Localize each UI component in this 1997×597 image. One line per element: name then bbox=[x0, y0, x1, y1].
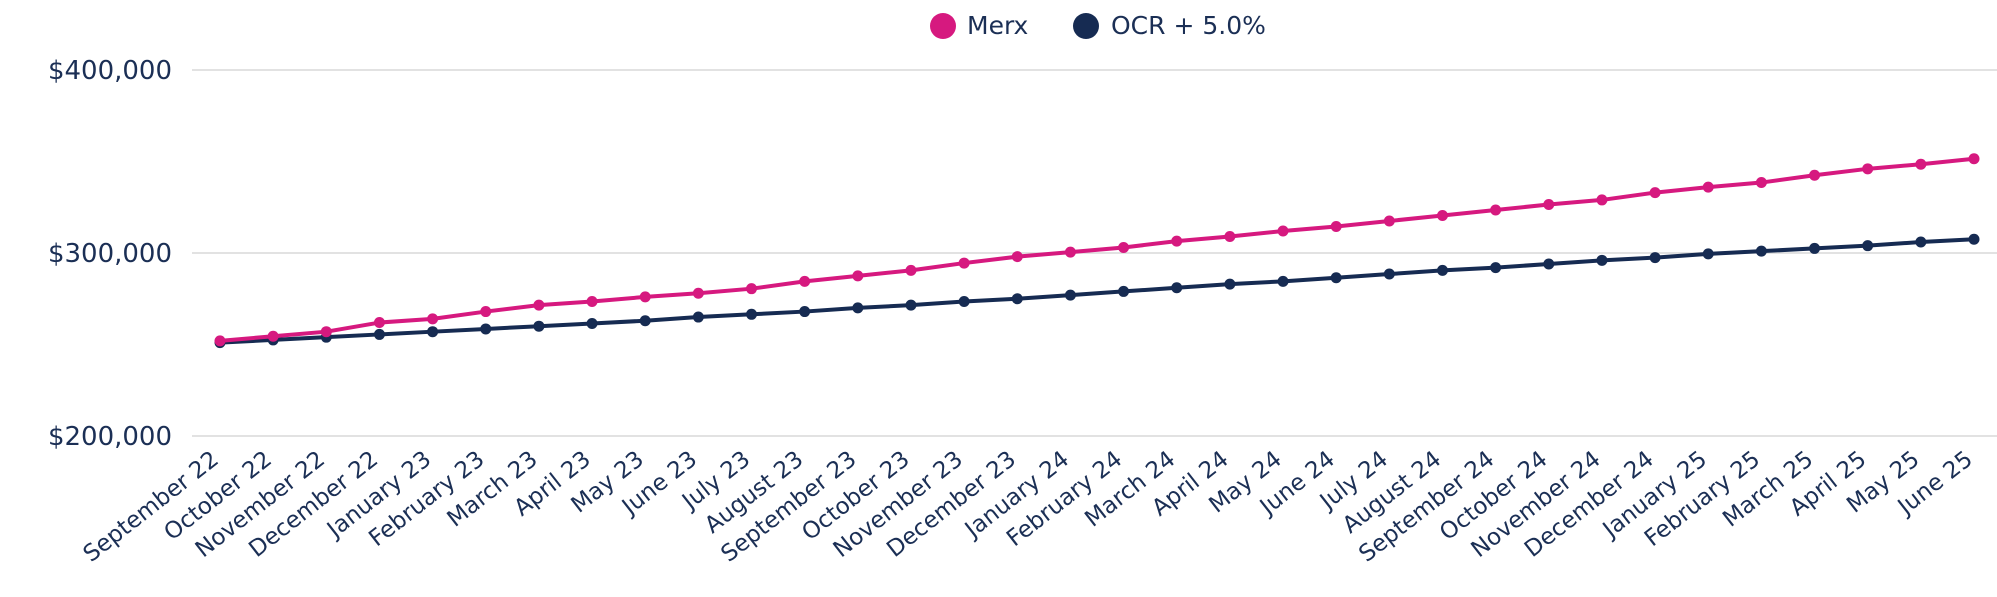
data-point bbox=[905, 299, 917, 311]
data-point bbox=[1649, 252, 1661, 264]
data-point bbox=[1383, 215, 1395, 227]
legend: Merx OCR + 5.0% bbox=[930, 11, 1266, 40]
data-point bbox=[320, 326, 332, 338]
data-point bbox=[746, 283, 758, 295]
data-point bbox=[586, 317, 598, 329]
data-point bbox=[1171, 282, 1183, 294]
data-point bbox=[373, 328, 385, 340]
data-point bbox=[1277, 275, 1289, 287]
data-point bbox=[958, 257, 970, 269]
y-axis: $200,000 $300,000 $400,000 bbox=[48, 56, 172, 452]
data-point bbox=[373, 317, 385, 329]
data-point bbox=[639, 291, 651, 303]
legend-marker bbox=[1073, 13, 1099, 39]
data-point bbox=[1330, 220, 1342, 232]
data-point bbox=[852, 270, 864, 282]
data-point bbox=[1862, 163, 1874, 175]
data-point bbox=[586, 295, 598, 307]
data-point bbox=[1436, 264, 1448, 276]
data-point bbox=[692, 311, 704, 323]
data-point bbox=[852, 302, 864, 314]
series-line bbox=[219, 156, 1975, 343]
data-point bbox=[1011, 293, 1023, 305]
data-point bbox=[1543, 199, 1555, 211]
data-point bbox=[1809, 242, 1821, 254]
data-point bbox=[1968, 153, 1980, 165]
data-point bbox=[1809, 169, 1821, 181]
series-line bbox=[219, 237, 1975, 345]
data-point bbox=[1490, 262, 1502, 274]
data-point bbox=[1702, 248, 1714, 260]
data-point bbox=[267, 330, 279, 342]
data-point bbox=[1490, 204, 1502, 216]
data-point bbox=[746, 308, 758, 320]
data-point bbox=[533, 299, 545, 311]
y-tick-label: $400,000 bbox=[48, 56, 172, 86]
data-point bbox=[214, 335, 226, 347]
data-point bbox=[1118, 242, 1130, 254]
data-point bbox=[799, 275, 811, 287]
data-point bbox=[1702, 181, 1714, 193]
data-point bbox=[1649, 187, 1661, 199]
data-point bbox=[1118, 285, 1130, 297]
data-point bbox=[1011, 251, 1023, 263]
data-point bbox=[1543, 258, 1555, 270]
legend-label: OCR + 5.0% bbox=[1111, 11, 1266, 40]
data-point bbox=[1755, 245, 1767, 257]
data-point bbox=[480, 323, 492, 335]
data-point bbox=[958, 295, 970, 307]
data-point bbox=[533, 320, 545, 332]
legend-marker bbox=[930, 13, 956, 39]
data-point bbox=[1596, 254, 1608, 266]
data-point bbox=[480, 306, 492, 318]
y-tick-label: $300,000 bbox=[48, 239, 172, 269]
data-point bbox=[1968, 233, 1980, 245]
data-point bbox=[1915, 158, 1927, 170]
data-point bbox=[1436, 209, 1448, 221]
data-point bbox=[639, 315, 651, 327]
data-point bbox=[799, 306, 811, 318]
data-point bbox=[1383, 268, 1395, 280]
data-point bbox=[905, 264, 917, 276]
data-point bbox=[1862, 240, 1874, 252]
data-point bbox=[1330, 272, 1342, 284]
data-point bbox=[1755, 177, 1767, 189]
y-tick-label: $200,000 bbox=[48, 422, 172, 452]
data-point bbox=[427, 326, 439, 338]
data-point bbox=[1224, 231, 1236, 243]
data-point bbox=[692, 287, 704, 299]
data-point bbox=[1064, 289, 1076, 301]
data-point bbox=[1171, 235, 1183, 247]
data-point bbox=[1224, 278, 1236, 290]
data-point bbox=[1064, 246, 1076, 258]
data-point bbox=[1915, 236, 1927, 248]
series-layer bbox=[214, 153, 1980, 349]
data-point bbox=[1596, 194, 1608, 206]
data-point bbox=[1277, 225, 1289, 237]
legend-label: Merx bbox=[967, 11, 1028, 40]
data-point bbox=[427, 313, 439, 325]
